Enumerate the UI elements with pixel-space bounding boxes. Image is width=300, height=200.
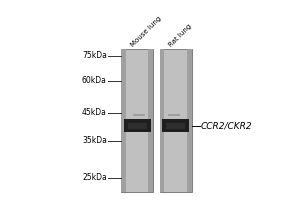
Bar bbox=[121, 49, 153, 192]
Text: 25kDa: 25kDa bbox=[82, 173, 107, 182]
Bar bbox=[162, 119, 189, 132]
Bar bbox=[166, 123, 185, 129]
Bar bbox=[128, 123, 147, 129]
Text: 35kDa: 35kDa bbox=[82, 136, 107, 145]
Bar bbox=[124, 119, 151, 132]
Text: CCR2/CKR2: CCR2/CKR2 bbox=[201, 121, 252, 130]
Text: 75kDa: 75kDa bbox=[82, 51, 107, 60]
Bar bbox=[148, 49, 153, 192]
Text: 60kDa: 60kDa bbox=[82, 76, 107, 85]
Bar bbox=[160, 49, 192, 192]
Text: Rat lung: Rat lung bbox=[168, 23, 193, 48]
Bar bbox=[187, 49, 192, 192]
Text: 45kDa: 45kDa bbox=[82, 108, 107, 117]
Bar bbox=[121, 49, 126, 192]
Bar bbox=[160, 49, 164, 192]
Text: Mouse lung: Mouse lung bbox=[130, 15, 163, 48]
